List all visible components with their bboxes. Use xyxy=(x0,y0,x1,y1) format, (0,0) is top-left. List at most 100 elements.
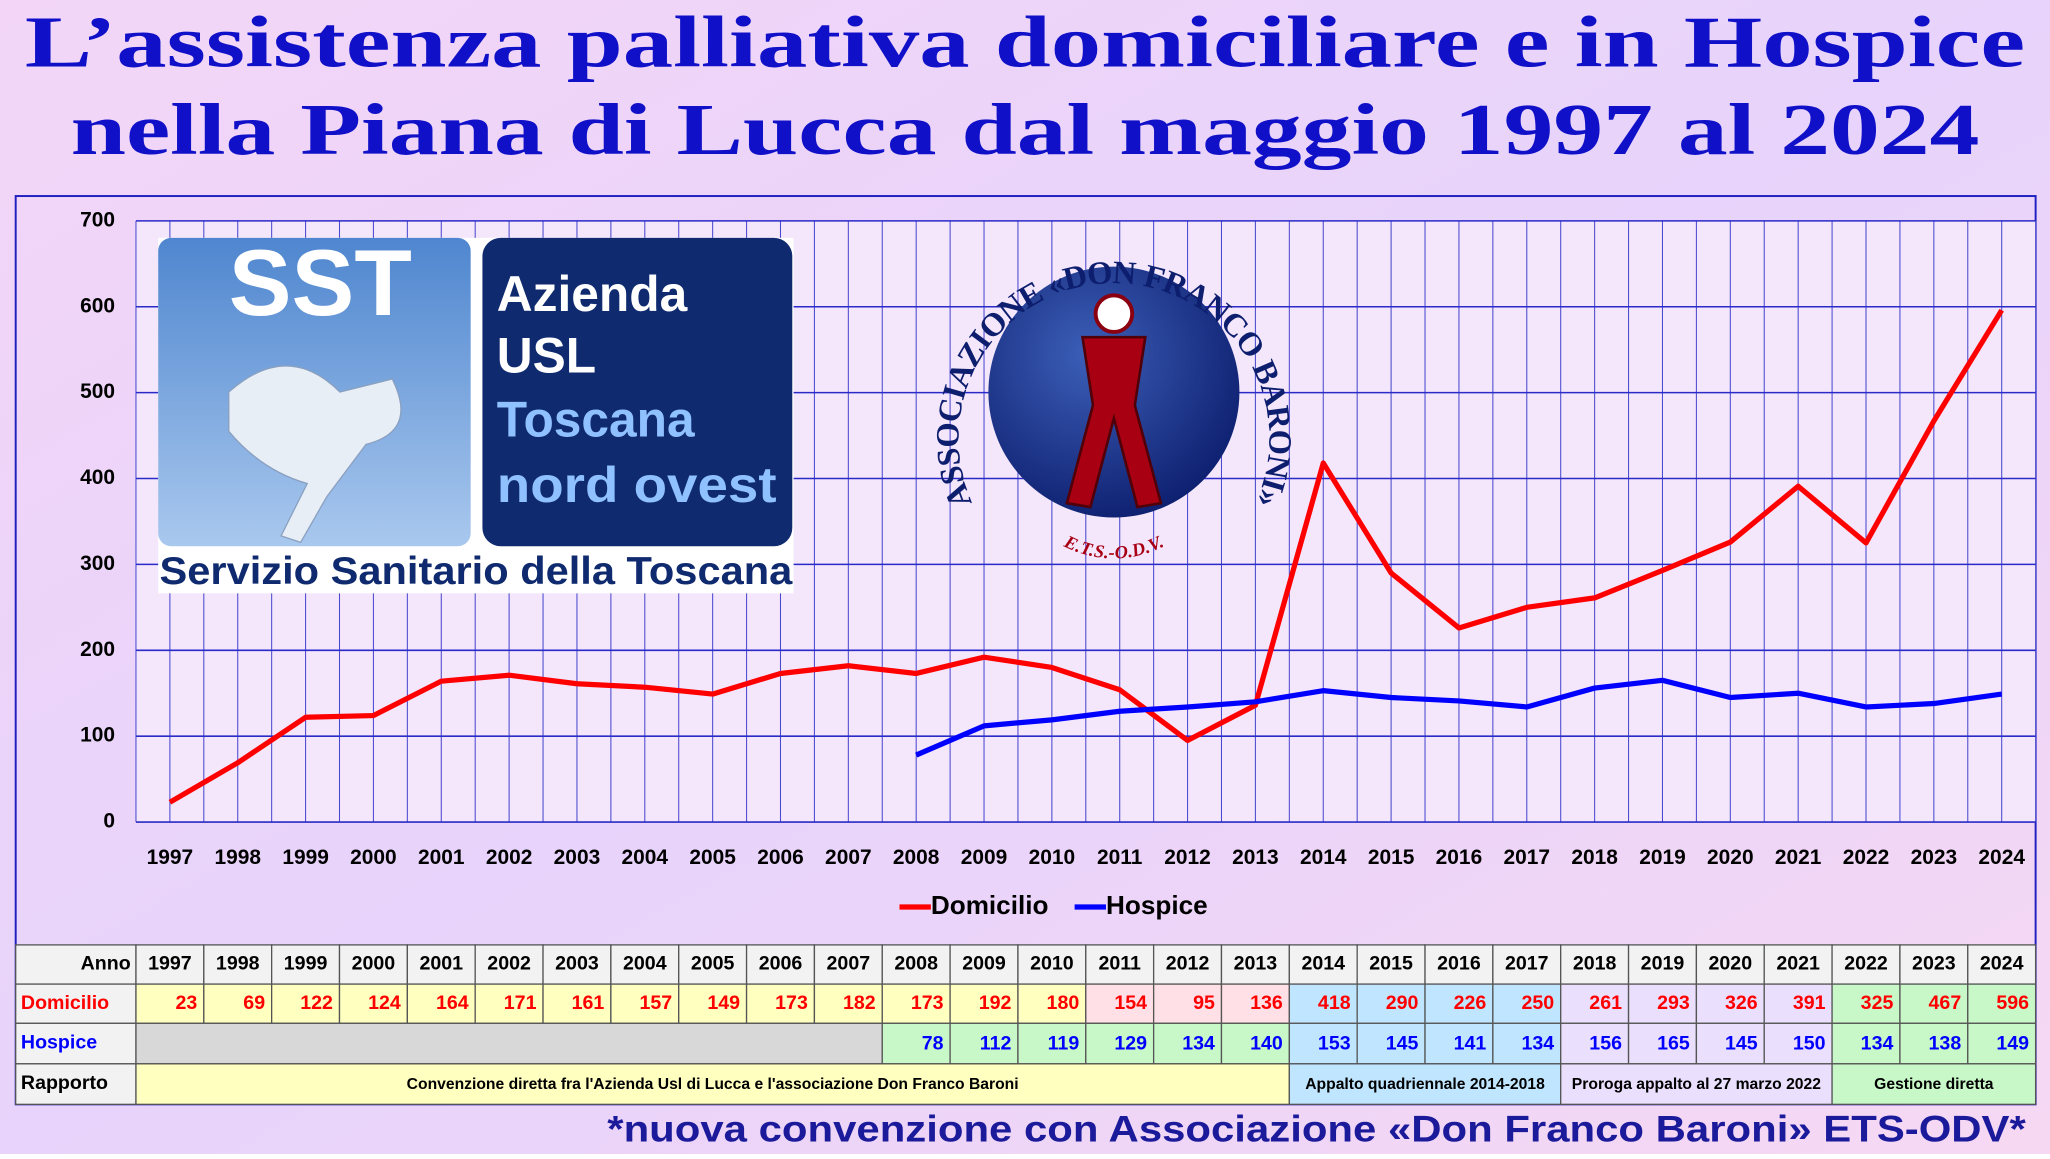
table-cell xyxy=(745,983,816,1024)
row-label: Anno xyxy=(81,953,131,975)
table-value: 165 xyxy=(1657,1032,1690,1054)
x-tick-label: 2010 xyxy=(1029,846,1076,869)
row-label: Domicilio xyxy=(21,992,109,1014)
table-value: 140 xyxy=(1250,1032,1283,1054)
x-tick-label: 2023 xyxy=(1911,846,1958,869)
y-tick-label: 700 xyxy=(80,208,115,231)
table-cell xyxy=(1288,1063,1562,1105)
table-value: 161 xyxy=(572,992,605,1014)
table-cell xyxy=(15,944,137,985)
table-cell xyxy=(881,944,951,985)
x-tick-label: 2022 xyxy=(1843,846,1890,869)
legend-label: Domicilio xyxy=(931,890,1049,920)
y-tick-label: 0 xyxy=(103,810,115,833)
table-note: Proroga appalto al 27 marzo 2022 xyxy=(1572,1076,1821,1093)
logo-text: nord ovest xyxy=(497,457,777,513)
table-value: 391 xyxy=(1793,992,1826,1014)
table-cell xyxy=(813,983,883,1024)
x-tick-label: 2006 xyxy=(757,846,804,869)
logo-figure xyxy=(1065,335,1163,509)
table-value: 69 xyxy=(243,992,265,1014)
table-value: 149 xyxy=(707,992,740,1014)
x-tick-label: 2000 xyxy=(350,846,397,869)
x-tick-label: 2007 xyxy=(825,846,872,869)
table-year: 2011 xyxy=(1098,953,1141,975)
table-cell xyxy=(1899,983,1969,1024)
table-cell xyxy=(1085,983,1155,1024)
table-value: 95 xyxy=(1193,992,1215,1014)
table-value: 150 xyxy=(1793,1032,1826,1054)
table-cell xyxy=(1831,1022,1901,1065)
logo-caption: Servizio Sanitario della Toscana xyxy=(160,550,794,593)
logo-head xyxy=(1093,293,1135,334)
x-tick-label: 2005 xyxy=(689,846,736,869)
table-year: 2005 xyxy=(691,953,735,975)
table-cell xyxy=(474,983,544,1024)
table-year: 2004 xyxy=(623,953,667,975)
table-value: 23 xyxy=(175,992,197,1014)
table-cell xyxy=(1220,983,1290,1024)
table-cell xyxy=(1899,1022,1969,1065)
logo-panel xyxy=(482,237,793,547)
table-value: 156 xyxy=(1589,1032,1622,1054)
x-tick-label: 2015 xyxy=(1368,846,1415,869)
x-tick-label: 2014 xyxy=(1300,846,1347,869)
table-cell xyxy=(678,983,748,1024)
table-value: 145 xyxy=(1725,1032,1758,1054)
table-cell xyxy=(542,944,612,985)
table-value: 290 xyxy=(1386,992,1419,1014)
x-tick-label: 2020 xyxy=(1707,846,1754,869)
table-value: 173 xyxy=(911,992,944,1014)
table-year: 2001 xyxy=(419,953,463,975)
table-value: 326 xyxy=(1725,992,1758,1014)
table-value: 134 xyxy=(1521,1032,1554,1054)
table-year: 2013 xyxy=(1234,953,1278,975)
table-year: 2020 xyxy=(1709,953,1753,975)
table-year: 2006 xyxy=(759,953,803,975)
title: nella Piana di Lucca dal maggio 1997 al … xyxy=(71,89,1980,170)
table-cell xyxy=(610,983,680,1024)
table-value: 138 xyxy=(1929,1032,1962,1054)
table-cell xyxy=(881,1022,951,1065)
x-tick-label: 2018 xyxy=(1571,846,1618,869)
table-value: 418 xyxy=(1318,992,1351,1014)
table-value: 119 xyxy=(1048,1032,1080,1054)
table-cell xyxy=(406,983,476,1024)
y-tick-label: 500 xyxy=(80,380,115,403)
table-year: 2014 xyxy=(1301,953,1345,975)
x-tick-label: 1997 xyxy=(147,846,194,869)
table-year: 2019 xyxy=(1641,953,1685,975)
logo-text: USL xyxy=(497,328,596,384)
y-tick-label: 300 xyxy=(80,552,115,575)
table-year: 1997 xyxy=(148,953,192,975)
x-tick-label: 2009 xyxy=(961,846,1008,869)
table-year: 2007 xyxy=(827,953,871,975)
row-label: Rapporto xyxy=(21,1072,108,1094)
table-value: 293 xyxy=(1657,992,1690,1014)
table-year: 2015 xyxy=(1369,953,1413,975)
table-year: 2024 xyxy=(1980,953,2024,975)
table-year: 2012 xyxy=(1166,953,1210,975)
table-value: 141 xyxy=(1454,1032,1487,1054)
x-tick-label: 2003 xyxy=(554,846,601,869)
table-value: 154 xyxy=(1114,992,1147,1014)
table-value: 122 xyxy=(300,992,333,1014)
table-value: 171 xyxy=(504,992,537,1014)
x-tick-label: 2002 xyxy=(486,846,533,869)
logo-text: Toscana xyxy=(497,392,695,448)
table-cell xyxy=(1424,944,1494,985)
table-cell xyxy=(1492,944,1562,985)
table-year: 2017 xyxy=(1505,953,1549,975)
footer: *nuova convenzione con Associazione «Don… xyxy=(607,1108,2026,1149)
table-cell xyxy=(610,944,680,985)
table-cell xyxy=(1967,944,2037,985)
logo-brand: SST xyxy=(229,230,412,335)
table-cell xyxy=(406,944,476,985)
table-cell xyxy=(1560,1022,1630,1065)
table-value: 261 xyxy=(1589,992,1622,1014)
table-value: 124 xyxy=(368,992,401,1014)
table-note: Appalto quadriennale 2014-2018 xyxy=(1305,1076,1545,1093)
table-value: 164 xyxy=(436,992,469,1014)
table-cell xyxy=(1967,983,2037,1024)
table-value: 145 xyxy=(1386,1032,1419,1054)
